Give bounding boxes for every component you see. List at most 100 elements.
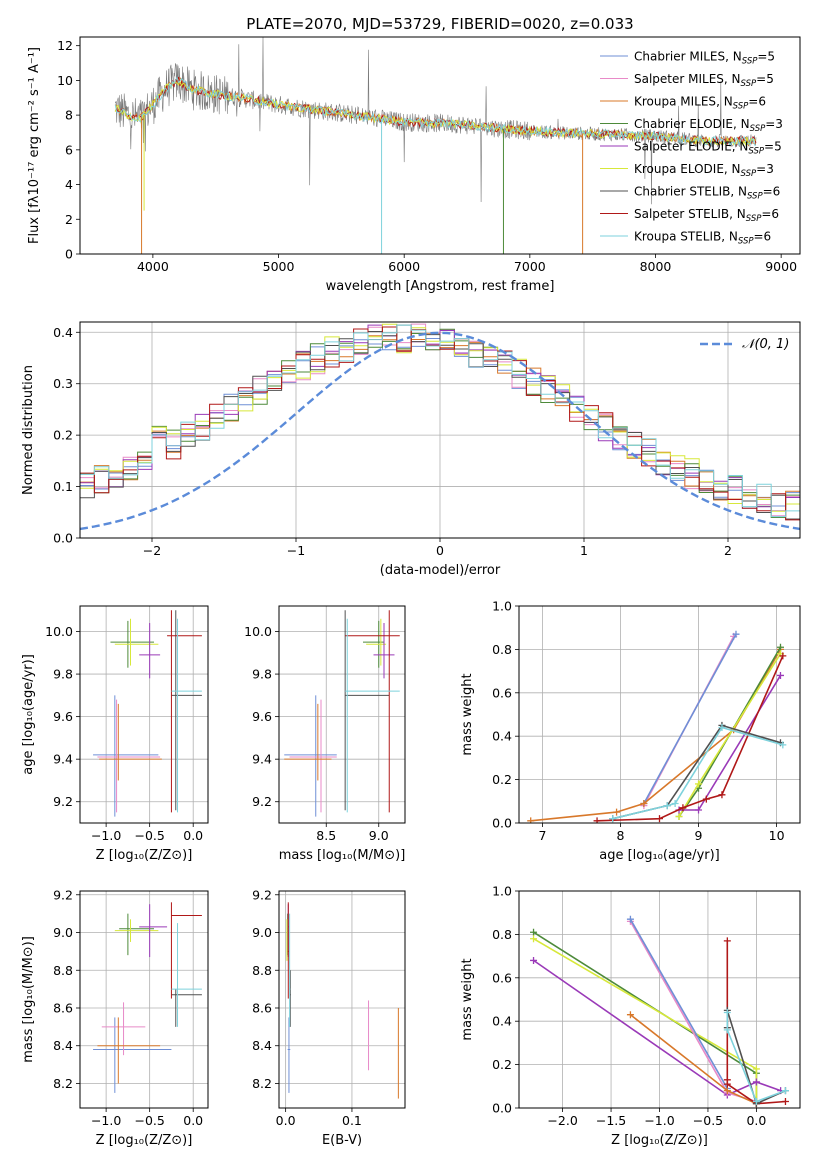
axes-frame xyxy=(278,605,406,824)
legend-nssp-prefix: , N xyxy=(730,185,747,199)
plot-area xyxy=(93,610,202,817)
x-tick-label: 8.5 xyxy=(316,828,336,843)
x-tick-label: −1.0 xyxy=(91,828,121,843)
y-tick-label: 0.8 xyxy=(492,927,512,942)
y-tick-label: 8.6 xyxy=(252,1000,272,1015)
plot-layer: 4000 5000 6000 7000 8000 9000024681012wavelen… xyxy=(21,36,801,1148)
y-tick-label: 0.6 xyxy=(492,970,512,985)
legend-nssp-value: =6 xyxy=(761,207,779,221)
y-tick-label: 10 xyxy=(57,73,73,88)
y-tick-label: 8.8 xyxy=(53,963,73,978)
legend-label-salpeter-miles: Salpeter MILES, NSSP=5 xyxy=(634,72,774,89)
legend-label-kroupa-stelib: Kroupa STELIB, NSSP=6 xyxy=(634,230,771,247)
y-tick-label: 9.6 xyxy=(53,709,73,724)
x-tick-label: 0.1 xyxy=(342,1113,362,1128)
x-axis-label: age [log₁₀(age/yr)] xyxy=(599,848,720,863)
plot-area xyxy=(530,915,789,1108)
legend-label-chabrier-miles: Chabrier MILES, NSSP=5 xyxy=(634,50,775,67)
legend-nssp-value: =5 xyxy=(757,50,775,64)
legend-nssp-sub: SSP xyxy=(746,214,762,224)
figure-title: PLATE=2070, MJD=53729, FIBERID=0020, z=0… xyxy=(246,15,633,33)
panel-mass_vs_ebv: 0.0 0.1 8.2 8.4 8.6 8.8 9.0 9.2 E(B-V) xyxy=(252,887,406,1148)
x-tick-label: 0.0 xyxy=(183,828,203,843)
x-tick-label: −0.5 xyxy=(693,1113,723,1128)
series-point-salpeter-stelib xyxy=(593,817,601,823)
series-point-salpeter-stelib xyxy=(718,791,726,799)
y-axis-label: age [log₁₀(age/yr)] xyxy=(21,654,36,775)
y-tick-label: 8.4 xyxy=(53,1038,73,1053)
plot-area xyxy=(284,610,400,817)
series-point-chabrier-elodie xyxy=(776,643,784,651)
y-tick-label: 0.0 xyxy=(53,531,73,546)
axes-frame xyxy=(79,36,801,255)
series-point-kroupa-stelib xyxy=(781,1087,789,1095)
y-tick-label: 8.4 xyxy=(252,1038,272,1053)
series-point-salpeter-elodie xyxy=(695,806,703,814)
legend-label-kroupa-miles: Kroupa MILES, NSSP=6 xyxy=(634,95,766,112)
x-axis-label: E(B-V) xyxy=(322,1133,362,1148)
series-point-salpeter-elodie xyxy=(752,1078,760,1086)
axes-frame xyxy=(79,890,209,1109)
y-tick-label: 9.4 xyxy=(53,752,73,767)
panel-massweight_vs_Z: −2.0 −1.5 −1.0 −0.5 0.0 0.0 0.2 0.4 0.6 0.8 1.0 Z [… xyxy=(460,884,801,1148)
series-line-salpeter-stelib xyxy=(597,655,784,822)
x-tick-label: 9 xyxy=(695,828,703,843)
legend-nssp-prefix: , N xyxy=(721,230,738,244)
hist-step-salpeter-stelib xyxy=(80,326,800,521)
series-line-chabrier-miles xyxy=(629,918,728,1089)
y-tick-label: 12 xyxy=(57,38,73,53)
panel-mass_vs_Z: −1.0 −0.5 0.0 8.2 8.4 8.6 8.8 9.0 9.2 Z [log₁₀(Z/… xyxy=(21,887,209,1148)
series-point-chabrier-miles xyxy=(732,630,740,638)
x-tick-label: 0.0 xyxy=(276,1113,296,1128)
legend-nssp-sub: SSP xyxy=(741,169,757,179)
x-tick-label: −2.0 xyxy=(547,1113,577,1128)
series-point-salpeter-elodie xyxy=(530,956,538,964)
x-tick-label: 8 xyxy=(616,828,624,843)
series-point-kroupa-elodie xyxy=(752,1065,760,1073)
x-tick-label: 9.0 xyxy=(369,828,389,843)
y-tick-label: 1.0 xyxy=(492,599,512,614)
legend-label-normal: 𝒩(0, 1) xyxy=(742,337,789,352)
series-point-kroupa-miles xyxy=(626,1011,634,1019)
x-tick-label: 2 xyxy=(724,543,732,558)
y-tick-label: 8.8 xyxy=(252,963,272,978)
hist-step-kroupa-stelib xyxy=(80,324,800,518)
y-tick-label: 0.6 xyxy=(492,685,512,700)
legend-nssp-sub: SSP xyxy=(750,124,766,134)
y-tick-label: 9.2 xyxy=(53,887,73,902)
plot-area xyxy=(93,902,202,1093)
y-tick-label: 0.4 xyxy=(53,325,73,340)
y-tick-label: 0.2 xyxy=(492,1057,512,1072)
legend-nssp-prefix: , N xyxy=(729,207,746,221)
y-tick-label: 0.1 xyxy=(53,479,73,494)
plot-area xyxy=(114,37,757,254)
x-tick-label: −0.5 xyxy=(134,1113,164,1128)
series-line-chabrier-miles xyxy=(643,633,737,804)
legend-nssp-value: =6 xyxy=(748,95,766,109)
legend-name: Chabrier ELODIE xyxy=(634,117,733,131)
series-point-chabrier-elodie xyxy=(530,928,538,936)
legend-nssp-sub: SSP xyxy=(741,79,757,89)
legend-label-salpeter-elodie: Salpeter ELODIE, NSSP=5 xyxy=(634,140,782,157)
legend-name: Salpeter MILES xyxy=(634,72,724,86)
legend-nssp-value: =6 xyxy=(763,185,781,199)
x-axis-label: Z [log₁₀(Z/Z⊙)] xyxy=(96,1133,193,1148)
y-tick-label: 0.2 xyxy=(492,772,512,787)
series-point-chabrier-miles xyxy=(626,915,634,923)
series-point-salpeter-stelib xyxy=(781,1097,789,1105)
legend-nssp-prefix: , N xyxy=(725,50,742,64)
legend-nssp-sub: SSP xyxy=(747,192,763,202)
series-point-kroupa-miles xyxy=(723,1087,731,1095)
legend-nssp-value: =3 xyxy=(756,162,774,176)
y-axis-label: Normed distribution xyxy=(21,365,36,495)
legend-nssp-value: =6 xyxy=(754,230,772,244)
plot-area xyxy=(527,630,787,823)
legend-label-chabrier-elodie: Chabrier ELODIE, NSSP=3 xyxy=(634,117,783,134)
panel-massweight_vs_age: 7 8 9 10 0.0 0.2 0.4 0.6 0.8 1.0 age [log₁₀(age/yr… xyxy=(460,599,801,863)
series-point-kroupa-elodie xyxy=(675,812,683,820)
panel-age_vs_mass: 8.5 9.0 9.2 9.4 9.6 9.8 10.0 mass [log₁₀(M/M⊙)] xyxy=(244,605,406,863)
legend-name: Kroupa MILES xyxy=(634,95,716,109)
x-axis-label: Z [log₁₀(Z/Z⊙)] xyxy=(96,848,193,863)
y-axis-label: mass weight xyxy=(460,673,475,755)
